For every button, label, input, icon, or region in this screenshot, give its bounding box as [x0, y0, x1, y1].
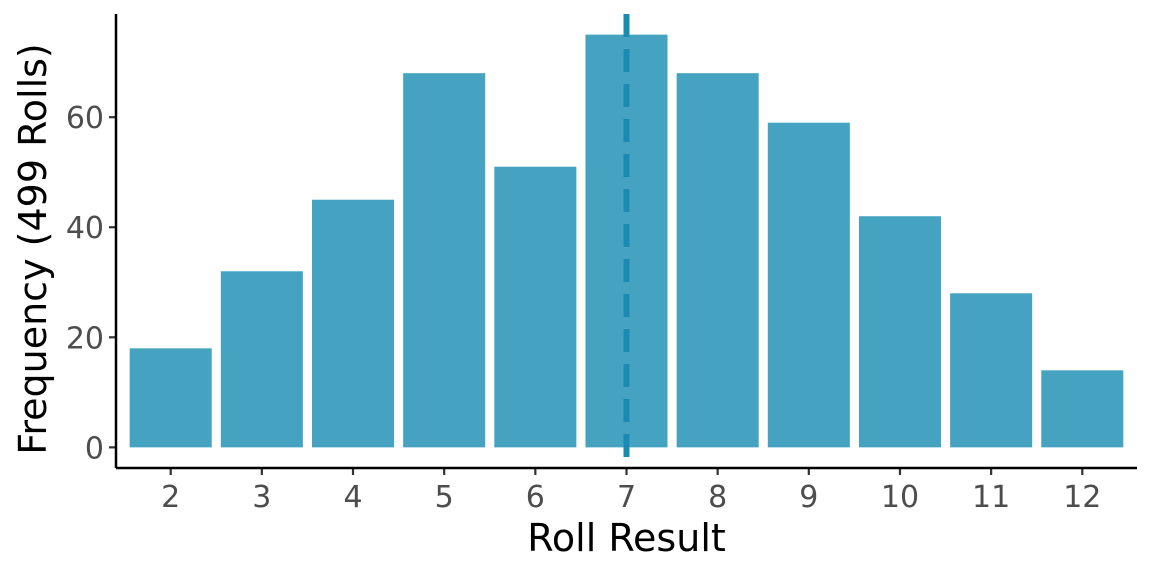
x-tick-label: 9 [799, 480, 818, 515]
bar-11 [950, 293, 1033, 448]
x-tick-label: 12 [1063, 480, 1101, 515]
x-tick-label: 3 [252, 480, 271, 515]
y-tick-label: 40 [66, 211, 104, 246]
bar-10 [858, 216, 942, 448]
bars-layer [129, 34, 1124, 448]
x-ticks: 2 3 4 5 6 7 8 9 10 11 12 [161, 468, 1101, 515]
y-tick-label: 20 [66, 321, 104, 356]
y-ticks: 0 20 40 60 [66, 101, 116, 466]
y-tick-label: 60 [66, 101, 104, 136]
x-tick-label: 7 [617, 480, 636, 515]
bar-9 [767, 122, 850, 448]
y-axis-title: Frequency (499 Rolls) [11, 43, 55, 455]
x-axis-title: Roll Result [527, 516, 726, 560]
x-tick-label: 4 [343, 480, 362, 515]
bar-2 [129, 348, 212, 448]
x-tick-label: 10 [881, 480, 919, 515]
bar-6 [494, 166, 577, 448]
x-tick-label: 11 [972, 480, 1010, 515]
x-tick-label: 2 [161, 480, 180, 515]
bar-3 [220, 271, 303, 448]
x-tick-label: 5 [435, 480, 454, 515]
bar-5 [403, 73, 486, 448]
y-tick-label: 0 [85, 431, 104, 466]
x-tick-label: 6 [526, 480, 545, 515]
bar-4 [311, 199, 395, 448]
x-tick-label: 8 [708, 480, 727, 515]
bar-8 [676, 73, 759, 448]
bar-12 [1041, 370, 1124, 448]
